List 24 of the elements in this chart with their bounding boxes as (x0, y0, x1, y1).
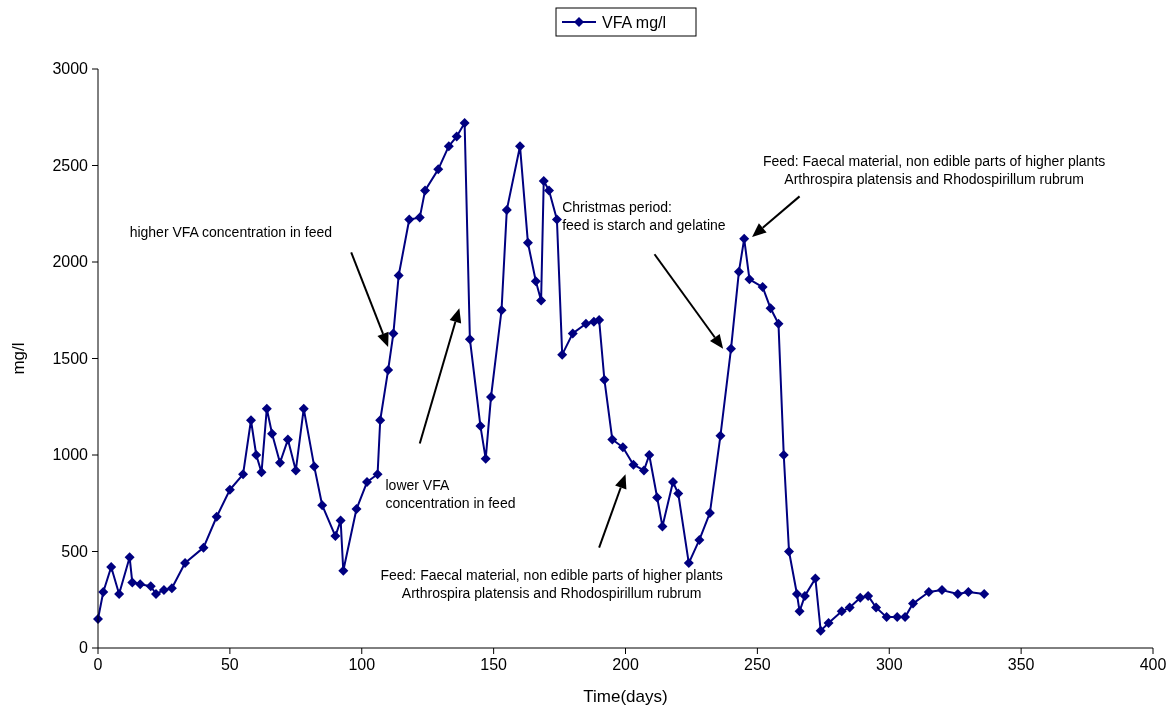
x-tick-label: 300 (875, 656, 903, 673)
x-tick-label: 200 (612, 656, 639, 673)
y-tick-label: 1500 (52, 349, 89, 367)
y-tick-label: 3000 (52, 60, 89, 77)
annotation: Feed: Faecal material, non edible parts of higher plants Arthrospira platensis and Rhodospirillum rubrum (380, 567, 723, 602)
x-tick-label: 150 (480, 656, 508, 673)
annotation: lower VFA concentration in feed (385, 476, 516, 511)
y-tick-label: 0 (79, 639, 89, 656)
x-tick-label: 350 (1007, 656, 1035, 673)
y-tick-label: 2000 (52, 253, 89, 270)
y-axis-title: mg/l (9, 342, 28, 375)
annotation: Christmas period: feed is starch and gelatine (562, 198, 726, 233)
annotation: higher VFA concentration in feed (129, 223, 333, 240)
annotation: Feed: Faecal material, non edible parts of higher plants Arthrospira platensis and Rhodospirillum rubrum (762, 152, 1106, 187)
x-tick-label: 100 (348, 656, 376, 673)
x-axis-title: Time(days) (583, 687, 668, 706)
x-tick-label: 0 (93, 656, 103, 673)
y-tick-label: 500 (61, 542, 89, 560)
legend-label: VFA mg/l (602, 14, 667, 31)
y-tick-label: 2500 (52, 156, 89, 174)
x-tick-label: 50 (220, 656, 239, 673)
x-tick-label: 250 (744, 656, 771, 673)
y-tick-label: 1000 (52, 446, 89, 463)
x-tick-label: 400 (1139, 656, 1167, 673)
